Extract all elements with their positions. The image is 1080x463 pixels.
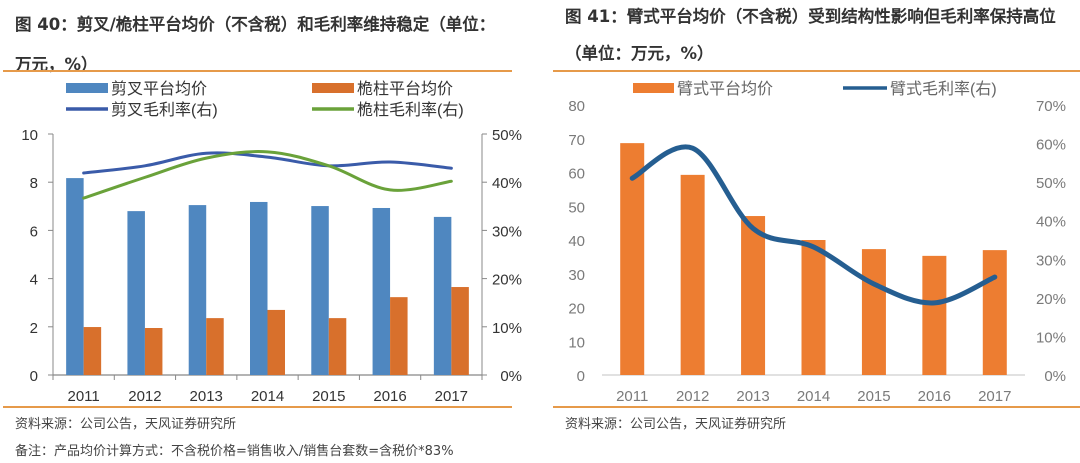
bar-a-2016 [922,255,947,375]
bar-a-2012 [680,174,705,375]
legend-label-2: 臂式毛利率(右) [890,80,997,98]
line-series-1 [629,144,998,306]
bar-a-2015 [311,206,329,375]
bar-b-2014 [267,309,285,375]
left-tick-label: 50 [568,199,585,216]
x-tick-label-2013: 2013 [736,388,769,405]
left-tick-label: 6 [30,223,38,240]
bar-a-2015 [861,249,886,375]
right-tick-label: 10% [1036,329,1066,346]
figure-40-source: 资料来源：公司公告，天风证券研究所 [15,417,237,432]
left-tick-label: 10 [568,334,585,351]
legend-label-1: 臂式平台均价 [677,80,773,98]
right-tick-label: 20% [1036,291,1066,308]
left-tick-label: 4 [30,272,38,289]
legend-label-3: 剪叉毛利率(右) [111,101,218,119]
figure-40-title-line2: 万元，%） [15,55,98,74]
bar-b-2011 [83,327,102,375]
x-tick-label-2012: 2012 [676,388,709,405]
x-tick-label-2011: 2011 [68,388,100,405]
x-tick-label-2015: 2015 [312,388,345,405]
right-tick-label: 50% [1036,175,1066,192]
right-tick-label: 0% [1044,368,1066,385]
right-tick-label: 30% [492,223,522,240]
legend-label-2: 桅柱平台均价 [357,80,453,98]
right-tick-label: 40% [492,175,522,192]
left-tick-label: 0 [30,368,38,385]
bar-a-2016 [372,207,391,375]
right-tick-label: 20% [492,272,522,289]
figure-40: 图 40：剪叉/桅柱平台均价（不含税）和毛利率维持稳定（单位： 万元，%） 0 2… [3,15,522,459]
bar-a-2011 [66,178,84,375]
x-tick-label-2015: 2015 [857,388,890,405]
bar-b-2016 [390,297,408,375]
bar-a-2014 [250,201,268,375]
left-tick-label: 0 [577,368,585,385]
left-tick-label: 60 [568,166,585,183]
right-tick-label: 0% [500,368,522,385]
legend-label-4: 桅柱毛利率(右) [357,101,464,119]
bar-a-2017 [433,216,452,375]
x-tick-label-2017: 2017 [978,388,1011,405]
x-tick-label-2014: 2014 [251,388,284,405]
legend-label-1: 剪叉平台均价 [111,80,207,98]
figure-41-title-line1: 图 41：臂式平台均价（不含税）受到结构性影响但毛利率保持高位 [565,7,1056,26]
left-tick-label: 70 [568,132,585,149]
line-series-2 [82,150,453,200]
figure-40-title-line1: 图 40：剪叉/桅柱平台均价（不含税）和毛利率维持稳定（单位： [15,15,496,34]
left-tick-label: 10 [21,127,38,144]
bar-a-2011 [620,143,645,375]
legend-swatch-bar-1 [633,83,674,93]
right-tick-label: 60% [1036,137,1066,154]
x-tick-label-2016: 2016 [373,388,406,405]
x-tick-label-2013: 2013 [190,388,223,405]
bar-b-2012 [144,328,163,375]
bar-a-2013 [188,205,207,375]
figure-41: 图 41：臂式平台均价（不含税）受到结构性影响但毛利率保持高位 （单位：万元，%… [545,0,1080,463]
legend-swatch-bar-2 [312,83,354,93]
right-tick-label: 30% [1036,252,1066,269]
right-tick-label: 70% [1036,98,1066,115]
legend-swatch-bar-1 [66,83,108,93]
x-tick-label-2016: 2016 [918,388,951,405]
figure-40-top-rule [3,70,512,72]
figure-40-note: 备注：产品均价计算方式：不含税价格=销售收入/销售台套数=含税价*83% [15,444,454,459]
left-tick-label: 2 [30,320,38,337]
left-tick-label: 30 [568,267,585,284]
figure-40-bottom-rule [3,406,512,408]
x-tick-label-2014: 2014 [797,388,830,405]
left-tick-label: 80 [568,98,585,115]
figure-41-source: 资料来源：公司公告，天风证券研究所 [565,417,787,432]
figure-40-chart: 0 2 4 6 8 10 0% 10% 20% 30% 40% 50% 2011 2012 2013 2014… [21,80,522,405]
figure-41-top-rule [553,70,1080,72]
figure-41-title-line2: （单位：万元，%） [565,44,714,63]
bar-a-2013 [741,216,766,375]
left-tick-label: 8 [30,175,38,192]
figure-41-chart: 0 10 20 30 40 50 60 70 80 0% 10% 20% 30% 40% 50% 60% 70%… [568,80,1066,405]
x-tick-label-2012: 2012 [128,388,161,405]
line-series-1 [82,151,453,175]
left-tick-label: 40 [568,233,585,250]
x-tick-label-2011: 2011 [616,388,648,405]
bar-a-2017 [982,250,1007,375]
right-tick-label: 40% [1036,214,1066,231]
left-tick-label: 20 [568,301,585,318]
figure-41-bottom-rule [553,406,1080,408]
bar-b-2017 [451,287,469,375]
x-tick-label-2017: 2017 [435,388,468,405]
bar-a-2012 [127,211,145,375]
bar-b-2015 [328,318,347,375]
bar-a-2014 [801,240,826,375]
right-tick-label: 50% [492,127,522,144]
bar-b-2013 [206,318,224,375]
right-tick-label: 10% [492,320,522,337]
